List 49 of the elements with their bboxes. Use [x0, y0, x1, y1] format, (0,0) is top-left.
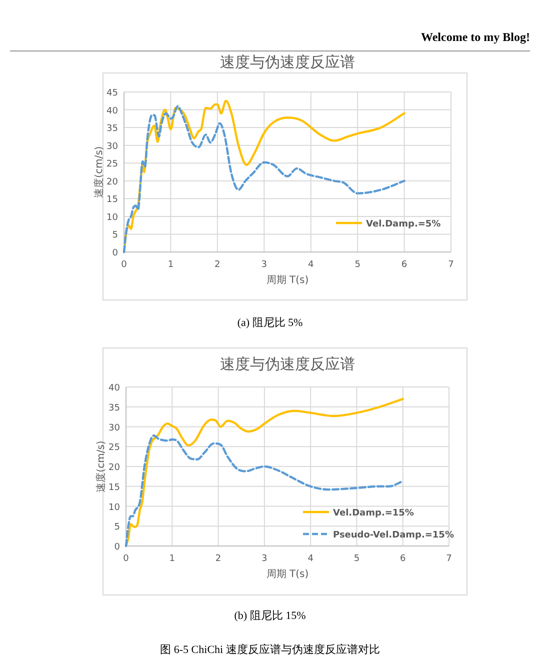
x-tick-label: 4	[308, 554, 314, 564]
y-axis-title: 速度(cm/s)	[93, 146, 105, 198]
y-tick-label: 10	[106, 212, 118, 223]
y-tick-label: 0	[114, 542, 120, 552]
y-axis-title: 速度(cm/s)	[95, 440, 107, 492]
x-tick-label: 2	[215, 554, 222, 564]
x-tick-label: 3	[262, 554, 268, 564]
x-tick-label: 7	[448, 260, 454, 270]
text: Welcome to my Blog!	[421, 30, 530, 44]
y-tick-label: 5	[112, 230, 118, 241]
x-axis-title: 周期 T(s)	[266, 568, 309, 580]
x-tick-label: 5	[354, 554, 360, 564]
y-tick-label: 35	[106, 124, 118, 134]
y-tick-label: 40	[108, 384, 120, 394]
x-tick-label: 0	[121, 260, 128, 270]
x-tick-label: 7	[446, 554, 452, 564]
x-tick-label: 0	[123, 554, 130, 564]
y-tick-label: 15	[106, 195, 118, 206]
y-tick-label: 20	[106, 177, 118, 188]
y-tick-label: 15	[108, 482, 120, 493]
x-axis-title: 周期 T(s)	[266, 274, 309, 286]
y-tick-label: 25	[106, 160, 118, 170]
x-tick-label: 3	[261, 260, 268, 270]
y-tick-label: 30	[108, 423, 120, 434]
chart-title: 速度与伪速度反应谱	[220, 355, 355, 373]
y-tick-label: 30	[106, 142, 118, 152]
x-tick-label: 1	[168, 260, 174, 270]
legend-label: Vel.Damp.=15%	[333, 508, 414, 518]
y-tick-label: 0	[112, 248, 118, 258]
text: (a) 阻尼比 5%	[237, 316, 303, 329]
x-tick-label: 4	[308, 260, 314, 270]
x-tick-label: 6	[400, 554, 406, 564]
text: (b) 阻尼比 15%	[234, 609, 306, 622]
legend: Vel.Damp.=5%	[336, 220, 441, 230]
y-tick-label: 5	[114, 522, 120, 533]
y-tick-label: 45	[106, 88, 118, 98]
x-tick-label: 5	[354, 260, 360, 270]
y-tick-label: 10	[108, 502, 120, 513]
x-tick-label: 2	[214, 260, 220, 270]
legend-label: Vel.Damp.=5%	[366, 220, 441, 230]
caption: 图 6-5 ChiChi 速度反应谱与伪速度反应谱对比	[160, 643, 380, 656]
y-tick-label: 25	[108, 443, 120, 454]
chart-title: 速度与伪速度反应谱	[220, 53, 355, 71]
x-tick-label: 1	[169, 554, 176, 564]
y-tick-label: 20	[108, 463, 120, 473]
legend-label: Pseudo-Vel.Damp.=15%	[333, 530, 454, 540]
y-tick-label: 35	[108, 403, 120, 414]
x-tick-label: 6	[401, 260, 408, 270]
y-tick-label: 40	[106, 106, 118, 116]
